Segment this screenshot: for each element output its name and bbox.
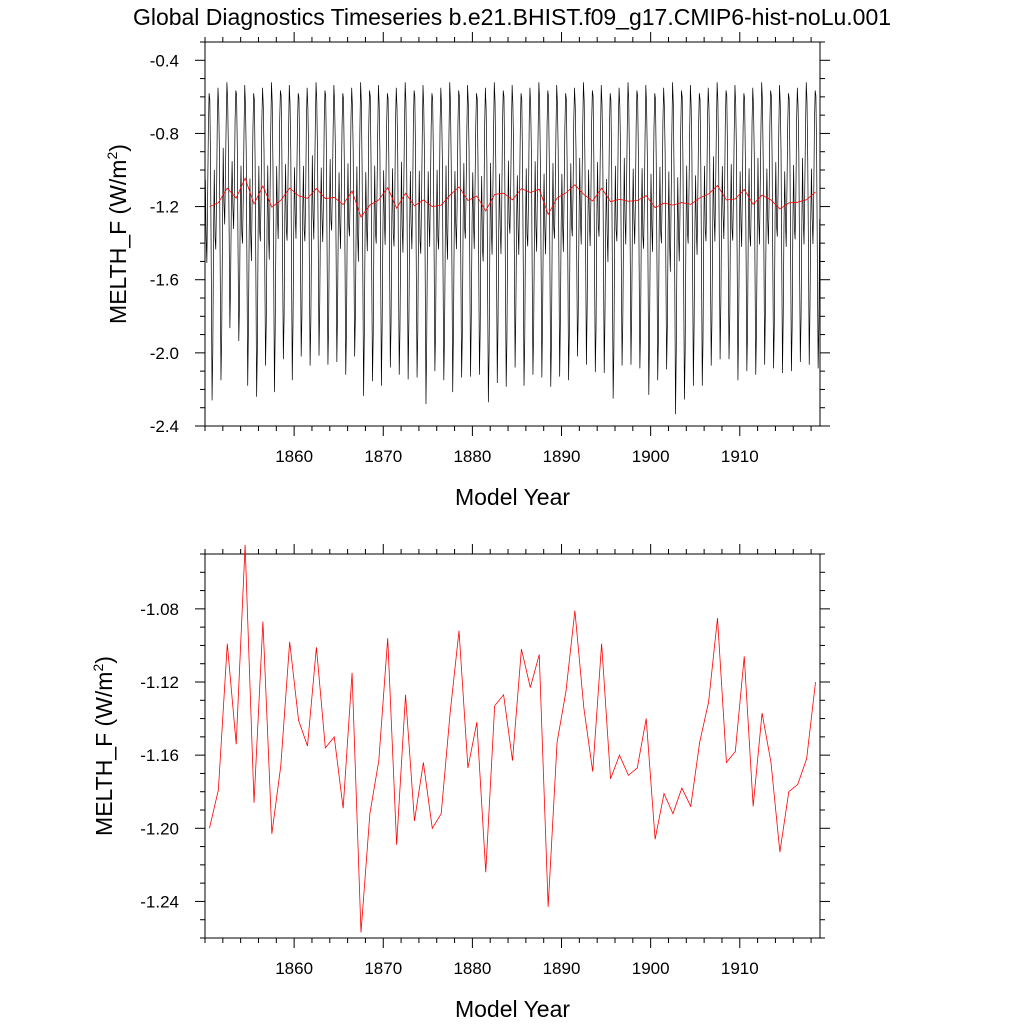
top-x-tick-label: 1870 [364, 447, 402, 466]
bottom-y-tick-label: -1.16 [140, 746, 179, 765]
bottom-y-axis-title-sup: 2 [90, 664, 106, 672]
bottom-tick-labels: 1860 1870 1880 1890 1900 1910 -1.08 -1.12 -1.16 -… [140, 600, 758, 978]
top-y-tick-label: -0.4 [150, 51, 179, 70]
bottom-x-tick-label: 1860 [275, 959, 313, 978]
bottom-plot-frame [204, 553, 821, 939]
bottom-y-axis-title: MELTH_F (W/m2) [90, 656, 117, 836]
top-x-tick-label: 1890 [543, 447, 581, 466]
bottom-x-tick-label: 1870 [364, 959, 402, 978]
top-y-tick-label: -0.8 [150, 124, 179, 143]
top-series-monthly-line [205, 82, 820, 415]
top-x-axis-title: Model Year [455, 484, 570, 510]
top-axis-ticks [195, 32, 830, 436]
top-tick-labels: 1860 1870 1880 1890 1900 1910 -0.4 -0.8 -1.2 -1.6… [150, 51, 759, 466]
bottom-x-axis-title: Model Year [455, 996, 570, 1022]
bottom-x-tick-label: 1910 [721, 959, 759, 978]
bottom-x-tick-label: 1900 [632, 959, 670, 978]
top-plot-frame [204, 41, 821, 427]
top-y-axis-title-sup: 2 [104, 152, 120, 160]
top-x-tick-label: 1910 [721, 447, 759, 466]
top-y-axis-title-main: MELTH_F (W/m [105, 160, 131, 324]
top-y-tick-label: -2.0 [150, 344, 179, 363]
top-y-tick-label: -2.4 [150, 417, 179, 436]
top-y-tick-label: -1.6 [150, 271, 179, 290]
top-y-tick-label: -1.2 [150, 198, 179, 217]
top-series-group [205, 82, 820, 415]
bottom-y-tick-label: -1.20 [140, 819, 179, 838]
bottom-y-axis-title-main: MELTH_F (W/m [91, 672, 117, 836]
bottom-series-annual-mean-line [209, 544, 816, 933]
top-x-tick-label: 1900 [632, 447, 670, 466]
bottom-y-tick-label: -1.12 [140, 673, 179, 692]
top-x-tick-label: 1880 [453, 447, 491, 466]
bottom-panel: 1860 1870 1880 1890 1900 1910 -1.08 -1.12 -1.16 -… [90, 544, 830, 1022]
figure-title: Global Diagnostics Timeseries b.e21.BHIS… [133, 4, 891, 30]
bottom-y-axis-title-close: ) [91, 656, 117, 664]
top-series-annual-mean-line [209, 177, 816, 218]
bottom-y-tick-label: -1.24 [140, 892, 179, 911]
top-x-tick-label: 1860 [275, 447, 313, 466]
top-panel: 1860 1870 1880 1890 1900 1910 -0.4 -0.8 -1.2 -1.6… [104, 32, 830, 510]
top-y-axis-title-close: ) [105, 144, 131, 152]
bottom-x-tick-label: 1880 [453, 959, 491, 978]
bottom-y-tick-label: -1.08 [140, 600, 179, 619]
bottom-axis-ticks [195, 544, 830, 948]
top-y-axis-title: MELTH_F (W/m2) [104, 144, 131, 324]
bottom-series-group [209, 544, 816, 933]
bottom-x-tick-label: 1890 [543, 959, 581, 978]
